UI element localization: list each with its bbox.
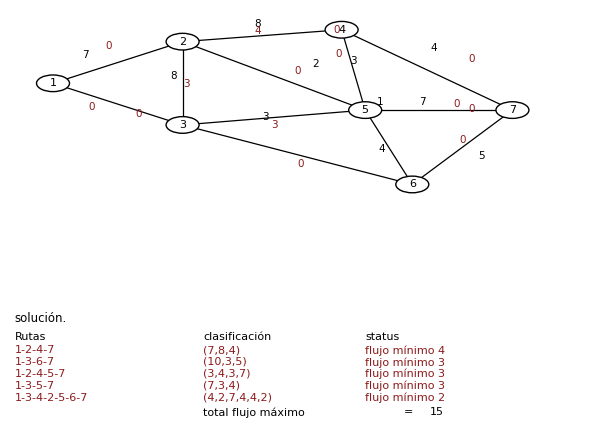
Text: (4,2,7,4,4,2): (4,2,7,4,4,2) bbox=[203, 393, 272, 403]
Text: 1-2-4-7: 1-2-4-7 bbox=[15, 345, 55, 355]
Text: 0: 0 bbox=[468, 54, 475, 65]
Text: 4: 4 bbox=[338, 25, 345, 35]
Text: 0: 0 bbox=[459, 135, 466, 145]
Text: 5: 5 bbox=[362, 105, 369, 115]
Text: 3: 3 bbox=[183, 79, 190, 89]
Text: 0: 0 bbox=[297, 159, 304, 169]
Text: 4: 4 bbox=[431, 42, 438, 53]
Text: 0: 0 bbox=[105, 41, 112, 51]
Text: 1: 1 bbox=[376, 97, 383, 107]
Text: (3,4,3,7): (3,4,3,7) bbox=[203, 369, 251, 379]
Text: 8: 8 bbox=[254, 19, 262, 29]
Text: 1-3-6-7: 1-3-6-7 bbox=[15, 357, 55, 367]
Text: 7: 7 bbox=[509, 105, 516, 115]
Text: flujo mínimo 3: flujo mínimo 3 bbox=[365, 357, 445, 368]
Text: 3: 3 bbox=[350, 56, 357, 66]
Text: 7: 7 bbox=[82, 50, 89, 60]
Text: 0: 0 bbox=[88, 102, 95, 112]
Text: 0: 0 bbox=[135, 109, 142, 119]
Text: 1-3-4-2-5-6-7: 1-3-4-2-5-6-7 bbox=[15, 393, 88, 403]
Circle shape bbox=[396, 176, 429, 193]
Text: (7,8,4): (7,8,4) bbox=[203, 345, 240, 355]
Text: 7: 7 bbox=[419, 97, 426, 107]
Circle shape bbox=[166, 116, 199, 133]
Text: 1-2-4-5-7: 1-2-4-5-7 bbox=[15, 369, 66, 379]
Circle shape bbox=[349, 102, 382, 119]
Text: status: status bbox=[365, 332, 399, 342]
Text: 3: 3 bbox=[271, 120, 278, 130]
Text: flujo mínimo 3: flujo mínimo 3 bbox=[365, 369, 445, 380]
Circle shape bbox=[37, 75, 70, 92]
Text: 0: 0 bbox=[453, 99, 460, 109]
Text: 1-3-5-7: 1-3-5-7 bbox=[15, 381, 55, 391]
Text: 4: 4 bbox=[378, 144, 385, 154]
Text: solución.: solución. bbox=[15, 312, 67, 326]
Text: 2: 2 bbox=[312, 59, 319, 69]
Text: 15: 15 bbox=[430, 407, 444, 417]
Circle shape bbox=[166, 33, 199, 50]
Text: Rutas: Rutas bbox=[15, 332, 46, 342]
Text: flujo mínimo 4: flujo mínimo 4 bbox=[365, 345, 445, 356]
Text: (10,3,5): (10,3,5) bbox=[203, 357, 247, 367]
Text: total flujo máximo: total flujo máximo bbox=[203, 407, 305, 418]
Circle shape bbox=[325, 21, 358, 38]
Text: (7,3,4): (7,3,4) bbox=[203, 381, 240, 391]
Text: 3: 3 bbox=[262, 112, 269, 122]
Text: flujo mínimo 2: flujo mínimo 2 bbox=[365, 393, 445, 403]
Text: 0: 0 bbox=[333, 25, 340, 35]
Text: =: = bbox=[403, 407, 413, 417]
Text: 1: 1 bbox=[49, 78, 57, 88]
Text: 4: 4 bbox=[254, 26, 262, 36]
Text: 2: 2 bbox=[179, 37, 186, 47]
Text: 8: 8 bbox=[170, 71, 177, 81]
Text: 0: 0 bbox=[335, 48, 342, 59]
Text: clasificación: clasificación bbox=[203, 332, 272, 342]
Text: 3: 3 bbox=[179, 120, 186, 130]
Text: 0: 0 bbox=[468, 104, 475, 113]
Text: 5: 5 bbox=[478, 151, 485, 161]
Text: 6: 6 bbox=[409, 179, 416, 190]
Text: flujo mínimo 3: flujo mínimo 3 bbox=[365, 381, 445, 391]
Text: 0: 0 bbox=[294, 66, 301, 76]
Circle shape bbox=[496, 102, 529, 119]
